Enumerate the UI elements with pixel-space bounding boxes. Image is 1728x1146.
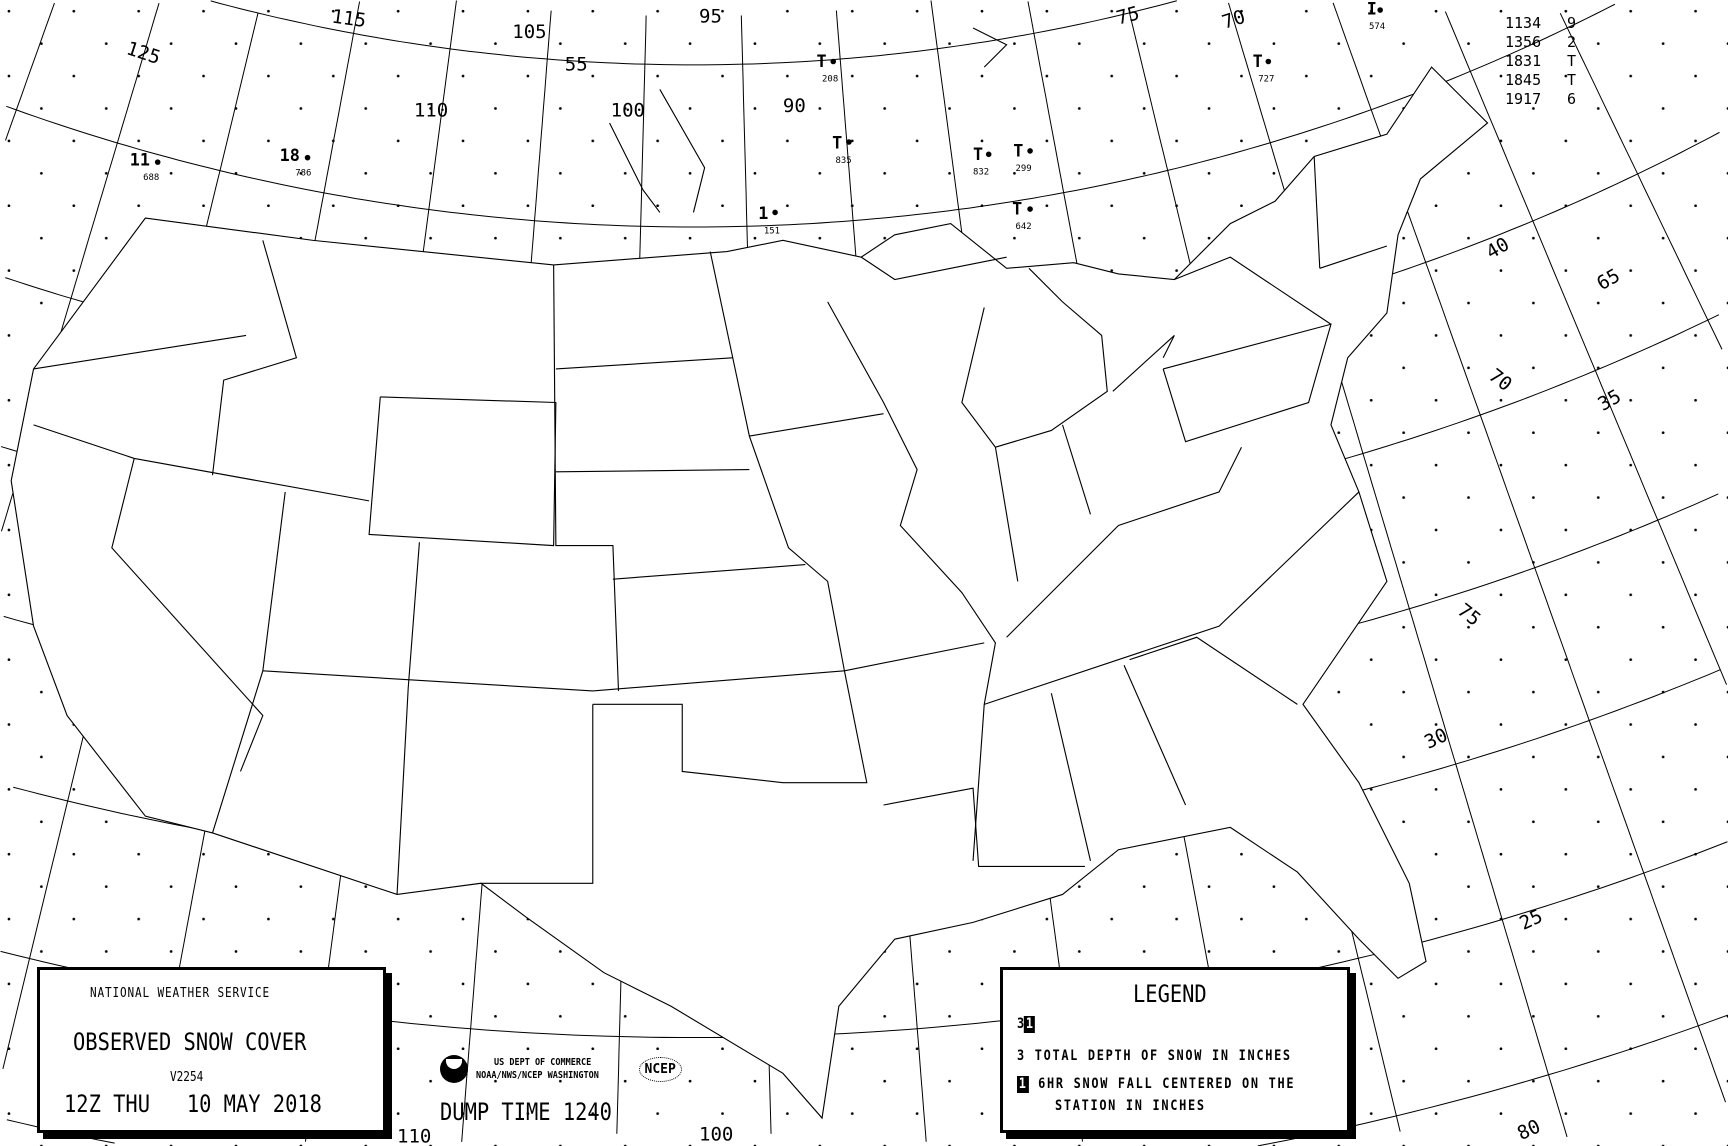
obs-time: 1356 xyxy=(1505,33,1542,51)
station-marker: T 208 xyxy=(816,51,838,85)
station-dot xyxy=(830,58,837,65)
credits: US DEPT OF COMMERCE NOAA/NWS/NCEP WASHIN… xyxy=(440,1055,682,1083)
table-row: 1917 6 xyxy=(1505,90,1576,109)
station-id: 642 xyxy=(1016,222,1032,232)
station-snow-depth: T xyxy=(1012,199,1022,219)
lon-label: 105 xyxy=(512,21,546,43)
obs-time: 1831 xyxy=(1505,52,1542,70)
station-id: 786 xyxy=(295,169,311,179)
station-id: 208 xyxy=(822,75,838,85)
station-id: 727 xyxy=(1258,75,1274,85)
station-snow-depth: 11 xyxy=(130,149,150,169)
observation-time-table: 1134 9 1356 2 1831 T 1845 T 1917 6 xyxy=(1505,14,1576,109)
lat-label: 55 xyxy=(565,53,588,75)
station-dot xyxy=(772,209,778,216)
station-snow-depth: I xyxy=(1367,0,1377,19)
obs-value: 6 xyxy=(1567,90,1577,108)
product-title: OBSERVED SNOW COVER xyxy=(73,1028,307,1056)
station-id: 688 xyxy=(143,173,159,183)
lon-label: 100 xyxy=(611,99,645,121)
table-row: 1831 T xyxy=(1505,52,1576,71)
us-outline xyxy=(10,66,1489,1120)
latitude-line xyxy=(6,3,1616,228)
lon-label: 110 xyxy=(397,1126,431,1146)
longitude-line xyxy=(1559,12,1723,350)
obs-value: T xyxy=(1567,52,1577,70)
credit-line: NOAA/NWS/NCEP WASHINGTON xyxy=(476,1070,599,1081)
station-marker: T 299 xyxy=(1013,141,1033,174)
station-id: 832 xyxy=(973,167,989,177)
station-snow-depth: 18 xyxy=(280,145,300,165)
lon-label: 115 xyxy=(330,6,367,33)
station-dot xyxy=(1027,206,1033,212)
station-snow-depth: T xyxy=(816,51,826,71)
longitude-line xyxy=(1444,11,1728,685)
sample-fall: 1 xyxy=(1024,1016,1035,1033)
legend-fall-desc: 1 6HR SNOW FALL CENTERED ON THE xyxy=(1017,1076,1295,1093)
lon-label: 95 xyxy=(699,5,722,27)
station-snow-depth: T xyxy=(1253,51,1263,71)
us-boundaries xyxy=(10,27,1489,1120)
fall-marker: 1 xyxy=(1017,1076,1030,1093)
sample-depth: 3 xyxy=(1017,1016,1025,1032)
station-marker: I 574 xyxy=(1367,0,1385,32)
agency-credits: US DEPT OF COMMERCE NOAA/NWS/NCEP WASHIN… xyxy=(476,1056,621,1082)
station-dot xyxy=(985,151,992,158)
noaa-logo-icon xyxy=(440,1055,468,1083)
station-snow-depth: T xyxy=(832,133,842,153)
obs-value: T xyxy=(1567,71,1577,89)
title-box: NATIONAL WEATHER SERVICE OBSERVED SNOW C… xyxy=(37,967,386,1133)
fall-desc-line: 6HR SNOW FALL CENTERED ON THE xyxy=(1038,1076,1296,1092)
table-row: 1356 2 xyxy=(1505,33,1576,52)
station-snow-depth: T xyxy=(973,144,983,164)
obs-time: 1917 xyxy=(1505,90,1542,108)
lon-label: 110 xyxy=(414,99,448,121)
legend-depth-desc: 3 TOTAL DEPTH OF SNOW IN INCHES xyxy=(1017,1048,1292,1064)
station-id: 835 xyxy=(835,156,851,166)
station-dot xyxy=(1027,148,1033,154)
station-marker: T 727 xyxy=(1253,51,1275,85)
station-marker: T 642 xyxy=(1012,199,1033,232)
obs-time: 1845 xyxy=(1505,71,1542,89)
station-dot xyxy=(304,154,311,161)
valid-time: 12Z THU 10 MAY 2018 xyxy=(64,1090,322,1118)
legend-title: LEGEND xyxy=(1133,980,1207,1008)
table-row: 1134 9 xyxy=(1505,14,1576,33)
obs-value: 2 xyxy=(1567,33,1577,51)
obs-value: 9 xyxy=(1567,14,1577,32)
agency-name: NATIONAL WEATHER SERVICE xyxy=(90,986,271,1001)
latitude-line xyxy=(210,0,1177,66)
table-row: 1845 T xyxy=(1505,71,1576,90)
station-snow-depth: 1 xyxy=(758,203,768,223)
station-dot xyxy=(846,139,852,145)
lon-label: 100 xyxy=(699,1123,733,1145)
dump-time: DUMP TIME 1240 xyxy=(440,1098,612,1126)
lon-label: 90 xyxy=(783,95,806,117)
station-id: 151 xyxy=(764,227,780,237)
version-label: V2254 xyxy=(170,1070,204,1085)
legend-fall-desc-2: STATION IN INCHES xyxy=(1055,1098,1206,1114)
station-snow-depth: T xyxy=(1013,141,1023,161)
obs-time: 1134 xyxy=(1505,14,1542,32)
station-id: 299 xyxy=(1016,164,1032,174)
station-marker: T 835 xyxy=(832,133,852,166)
station-marker: T 832 xyxy=(973,144,992,177)
longitude-line xyxy=(5,2,55,141)
station-dot xyxy=(154,159,161,165)
station-dot xyxy=(1265,58,1272,65)
station-dot xyxy=(1377,7,1383,13)
station-id: 574 xyxy=(1369,22,1385,32)
ncep-logo: NCEP xyxy=(638,1056,682,1082)
credit-line: US DEPT OF COMMERCE xyxy=(494,1057,592,1068)
